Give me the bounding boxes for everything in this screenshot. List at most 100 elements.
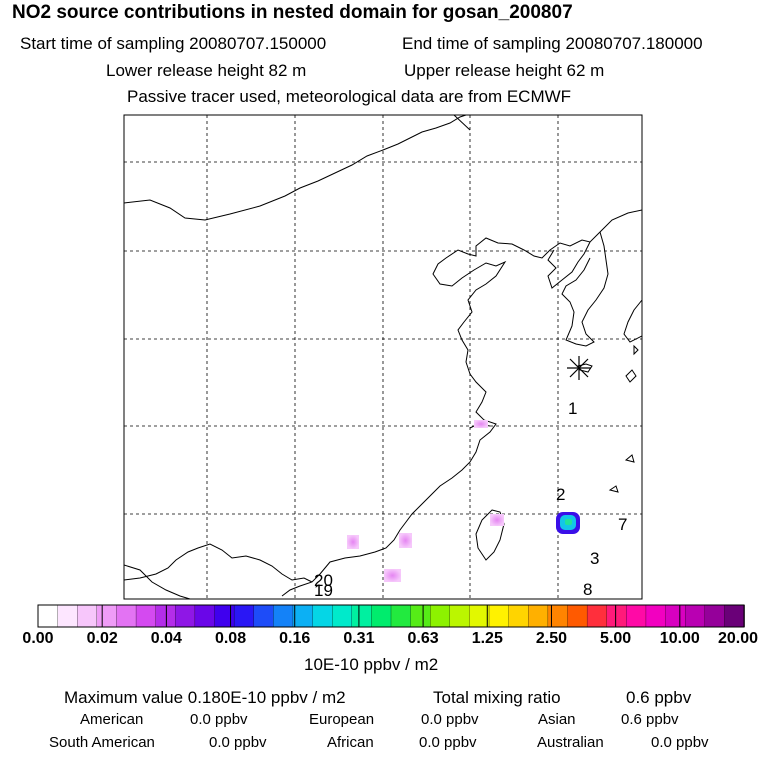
colorbar-swatch: [351, 604, 373, 628]
colorbar-swatch: [96, 604, 118, 628]
korea-peninsula: [561, 231, 609, 347]
colorbar-tick-label: 5.00: [600, 630, 632, 647]
colorbar-swatch: [292, 604, 314, 628]
site-label: 19: [314, 581, 333, 600]
region-name: African: [327, 734, 374, 751]
region-name: American: [80, 711, 144, 728]
site-label: 8: [583, 580, 593, 599]
colorbar-swatch: [606, 604, 628, 628]
border-line: [124, 115, 467, 221]
colorbar-swatch: [312, 604, 333, 628]
end-time-label: End time of sampling 20080707.180000: [402, 34, 703, 53]
site-label: 7: [618, 515, 628, 534]
region-name: Australian: [537, 734, 604, 751]
concentration-max-cell: [556, 512, 580, 534]
island: [625, 369, 637, 383]
colorbar-swatch: [626, 604, 647, 628]
colorbar-swatch: [233, 604, 255, 628]
colorbar-swatch: [410, 604, 431, 628]
colorbar-unit-label: 10E-10 ppbv / m2: [304, 655, 439, 674]
graticule: [124, 115, 642, 599]
colorbar-swatch: [508, 604, 530, 628]
colorbar-swatch: [332, 604, 353, 628]
colorbar-swatch: [194, 604, 216, 628]
concentration-cell: [384, 569, 401, 582]
colorbar-swatch: [57, 604, 78, 628]
colorbar-swatch: [586, 604, 608, 628]
border-line: [124, 543, 313, 583]
colorbar-swatch: [77, 604, 98, 628]
colorbar-swatch: [214, 604, 235, 628]
border-line: [124, 564, 191, 599]
colorbar-swatch: [253, 604, 275, 628]
colorbar-swatch: [273, 604, 294, 628]
region-value: 0.0 ppbv: [421, 711, 479, 728]
site-label: 20: [314, 571, 333, 590]
colorbar: [37, 604, 745, 628]
island: [633, 344, 639, 356]
colorbar-swatch: [567, 604, 588, 628]
colorbar-swatch: [665, 604, 686, 628]
site-label: 1: [568, 399, 578, 418]
region-name: Asian: [538, 711, 576, 728]
colorbar-swatch: [528, 604, 549, 628]
concentration-cell: [474, 420, 488, 428]
colorbar-swatch: [547, 604, 569, 628]
region-value: 0.0 ppbv: [190, 711, 248, 728]
total-mixing-label: Total mixing ratio: [433, 688, 561, 707]
lower-release-label: Lower release height 82 m: [106, 61, 307, 80]
colorbar-swatch: [685, 604, 706, 628]
border-line: [453, 115, 471, 131]
colorbar-tick-label: 20.00: [717, 630, 759, 647]
coastlines: [124, 115, 642, 599]
colorbar-tick-label: 0.00: [22, 630, 54, 647]
concentration-cell: [399, 533, 412, 548]
colorbar-swatch: [390, 604, 412, 628]
concentration-cell: [347, 535, 359, 549]
colorbar-swatch: [449, 604, 471, 628]
start-time-label: Start time of sampling 20080707.150000: [20, 34, 327, 53]
colorbar-swatch: [430, 604, 451, 628]
colorbar-tick-label: 0.08: [214, 630, 247, 647]
region-value: 0.0 ppbv: [209, 734, 267, 751]
colorbar-swatch: [724, 604, 745, 628]
max-value-label: Maximum value 0.180E-10 ppbv / m2: [64, 688, 346, 707]
site-label: 2: [556, 485, 566, 504]
korea-north-coast: [547, 241, 591, 289]
concentration-field: [347, 420, 580, 582]
concentration-cell: [490, 514, 504, 526]
colorbar-tick-label: 1.25: [471, 630, 503, 647]
region-value: 0.6 ppbv: [621, 711, 679, 728]
colorbar-tick-label: 2.50: [535, 630, 568, 647]
colorbar-tick-label: 0.02: [86, 630, 118, 647]
colorbar-swatch: [37, 604, 59, 628]
china-coastline: [281, 209, 642, 597]
site-label: 3: [590, 549, 600, 568]
colorbar-swatch: [704, 604, 726, 628]
region-name: European: [309, 711, 375, 728]
region-value: 0.0 ppbv: [419, 734, 477, 751]
upper-release-label: Upper release height 62 m: [404, 61, 605, 80]
colorbar-tick-label: 0.31: [343, 630, 375, 647]
colorbar-tick-label: 0.16: [279, 630, 311, 647]
colorbar-tick-label: 0.04: [150, 630, 182, 647]
colorbar-swatch: [116, 604, 137, 628]
info-label: Passive tracer used, meteorological data…: [127, 87, 572, 106]
japan-coast: [623, 299, 642, 343]
colorbar-tick-label: 0.63: [407, 630, 439, 647]
region-name: South American: [49, 734, 155, 751]
island: [608, 485, 619, 493]
colorbar-swatch: [469, 604, 490, 628]
colorbar-swatch: [371, 604, 392, 628]
receptor-marker-icon: [567, 356, 591, 380]
colorbar-swatch: [488, 604, 510, 628]
colorbar-swatch: [645, 604, 667, 628]
colorbar-swatch: [135, 604, 157, 628]
colorbar-swatch: [175, 604, 196, 628]
chart-title: NO2 source contributions in nested domai…: [12, 2, 573, 23]
total-mixing-value: 0.6 ppbv: [626, 688, 692, 707]
island: [624, 454, 635, 463]
colorbar-tick-label: 10.00: [659, 630, 700, 647]
region-value: 0.0 ppbv: [651, 734, 709, 751]
